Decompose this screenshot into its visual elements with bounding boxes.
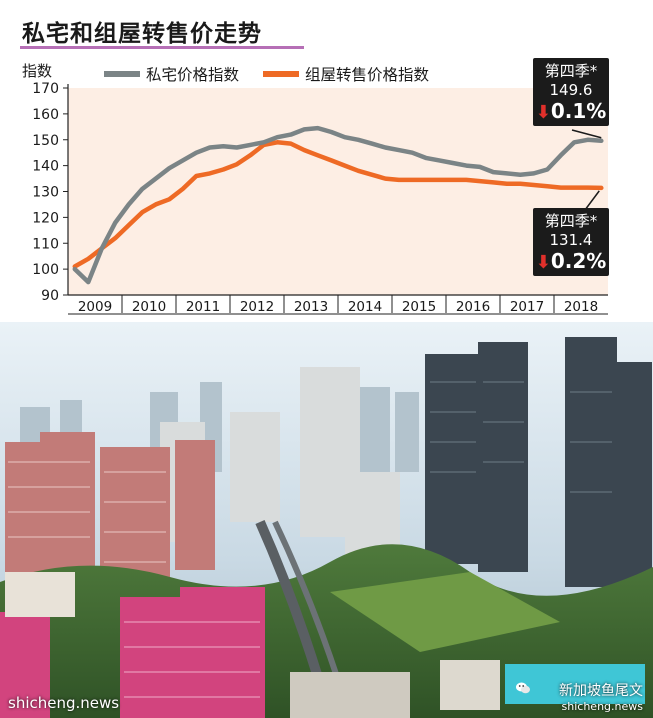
- callout-pointer-hdb: [584, 190, 600, 211]
- down-arrow-icon: ⬇: [535, 102, 551, 123]
- y-tick-label: 120: [32, 210, 59, 226]
- y-tick-label: 170: [32, 81, 59, 97]
- callout-hdb-change-row: ⬇0.2%: [533, 249, 609, 273]
- callout-pointer-private: [571, 129, 602, 139]
- x-tick-label: 2009: [78, 299, 112, 315]
- skyline-illustration: [0, 322, 653, 718]
- x-tick-label: 2015: [402, 299, 436, 315]
- legend: 私宅价格指数 组屋转售价格指数: [104, 63, 453, 85]
- plot-area: [68, 88, 608, 295]
- chart-title: 私宅和组屋转售价走势: [22, 21, 262, 47]
- x-tick-label: 2010: [132, 299, 166, 315]
- x-tick-label: 2013: [294, 299, 328, 315]
- series-line-hdb: [72, 140, 604, 269]
- legend-swatch-hdb: [263, 71, 300, 77]
- watermark-account-url: shicheng.news: [561, 700, 643, 713]
- x-tick-label: 2014: [348, 299, 382, 315]
- callout-hdb: 第四季* 131.4 ⬇0.2%: [533, 208, 609, 276]
- callout-hdb-change: 0.2%: [550, 249, 607, 273]
- x-tick-label: 2018: [564, 299, 598, 315]
- y-tick-label: 140: [32, 159, 59, 175]
- callout-private-change-row: ⬇0.1%: [533, 99, 609, 123]
- y-tick-label: 160: [32, 107, 59, 123]
- legend-item-private: 私宅价格指数: [104, 63, 239, 85]
- y-axis-label: 指数: [22, 62, 53, 80]
- callout-hdb-value: 131.4: [549, 231, 593, 249]
- y-tick-label: 110: [32, 236, 59, 252]
- callout-hdb-label: 第四季*: [544, 212, 598, 230]
- chart-panel: 私宅和组屋转售价走势 指数 私宅价格指数 组屋转售价格指数 90 100 110 12…: [0, 0, 653, 322]
- legend-label-private: 私宅价格指数: [146, 66, 240, 84]
- legend-label-hdb: 组屋转售价格指数: [305, 66, 430, 84]
- callout-private-value: 149.6: [549, 81, 593, 99]
- skyline-photo: [0, 322, 653, 718]
- x-tick-label: 2017: [510, 299, 544, 315]
- callout-private: 第四季* 149.6 ⬇0.1%: [533, 58, 609, 126]
- legend-item-hdb: 组屋转售价格指数: [263, 63, 429, 85]
- watermark-account-name: 新加坡鱼尾文: [559, 683, 643, 699]
- x-tick-label: 2011: [186, 299, 220, 315]
- line-chart: 90 100 110 120 130 140 150 160 170 2009 2010 2011 20…: [32, 81, 608, 315]
- x-tick-label: 2012: [240, 299, 274, 315]
- y-tick-label: 130: [32, 185, 59, 201]
- y-tick-label: 100: [32, 262, 59, 278]
- legend-swatch-private: [104, 71, 140, 77]
- series-line-private: [72, 125, 604, 285]
- wechat-icon: [516, 682, 530, 694]
- title-underline: [20, 46, 304, 49]
- y-tick-label: 90: [41, 288, 59, 304]
- x-tick-label: 2016: [456, 299, 490, 315]
- down-arrow-icon: ⬇: [535, 252, 551, 273]
- callout-private-change: 0.1%: [550, 99, 607, 123]
- y-tick-label: 150: [32, 133, 59, 149]
- callout-private-label: 第四季*: [544, 62, 598, 80]
- watermark-right: 新加坡鱼尾文 shicheng.news: [559, 680, 643, 713]
- watermark-left: shicheng.news: [8, 694, 120, 712]
